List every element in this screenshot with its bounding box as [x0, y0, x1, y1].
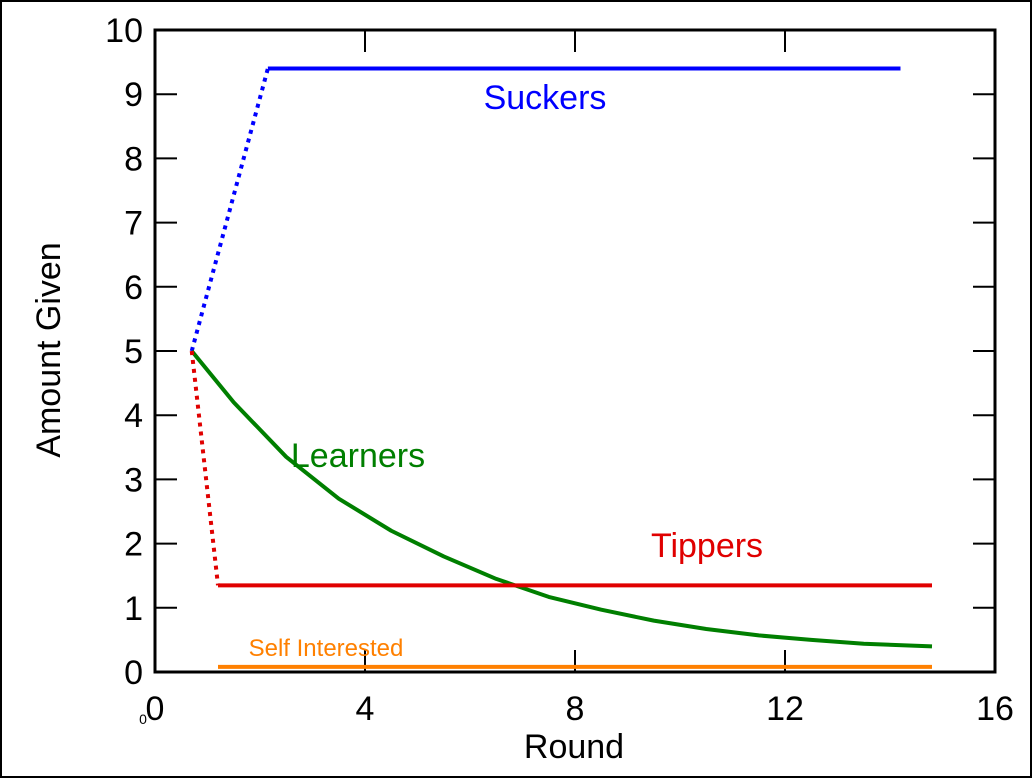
y-tick-label: 1: [124, 590, 143, 628]
y-tick-label: 7: [124, 205, 143, 243]
plot-frame: [153, 28, 997, 674]
series-label: Self Interested: [249, 635, 404, 662]
y-axis-title: Amount Given: [30, 242, 68, 457]
y-tick-label: 4: [124, 397, 143, 435]
y-tick-label: 8: [124, 140, 143, 178]
x-tick-label: 0: [146, 690, 165, 728]
series-label: Learners: [291, 437, 425, 475]
line-dotted-segment: [189, 350, 220, 586]
x-tick-label: 4: [356, 690, 375, 728]
corner-note: 0: [139, 711, 147, 727]
series-label: Suckers: [484, 79, 607, 117]
y-tick-label: 5: [124, 333, 143, 371]
y-tick-label: 2: [124, 526, 143, 564]
y-tick-label: 10: [105, 12, 143, 50]
y-tick-label: 0: [124, 654, 143, 692]
series-label: Tippers: [651, 527, 763, 565]
line-dotted-segment: [189, 67, 270, 352]
y-tick-label: 9: [124, 76, 143, 114]
y-tick-label: 6: [124, 269, 143, 307]
x-tick-label: 8: [566, 690, 585, 728]
x-tick-label: 16: [976, 690, 1014, 728]
x-tick-label: 12: [766, 690, 804, 728]
y-tick-label: 3: [124, 461, 143, 499]
line: [190, 349, 933, 649]
x-axis-title: Round: [524, 728, 624, 766]
